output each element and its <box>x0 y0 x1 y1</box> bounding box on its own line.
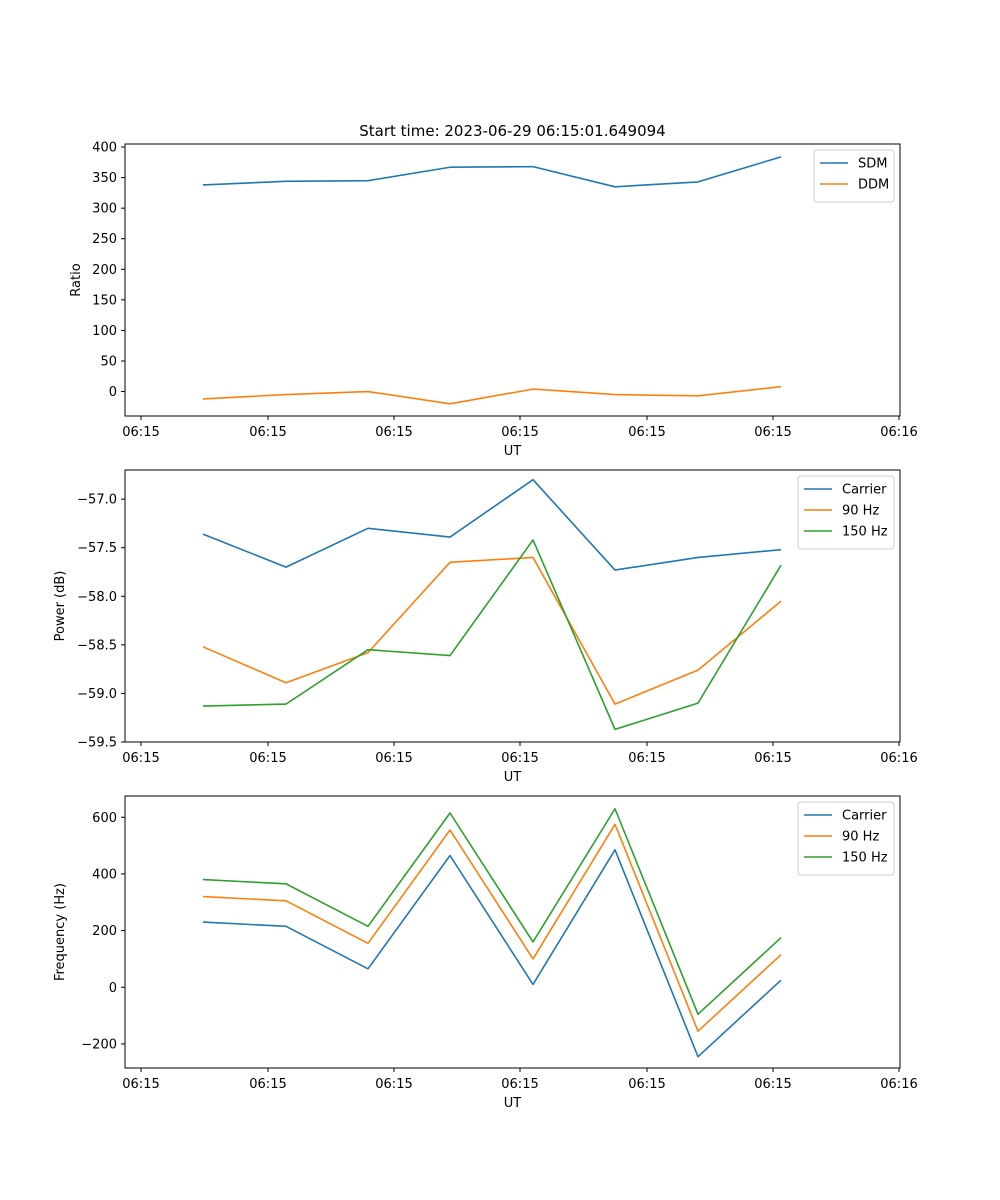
y-tick-label: 300 <box>92 202 117 217</box>
x-tick-label: 06:15 <box>628 751 665 766</box>
chart-panel: 06:15 06:15 06:15 06:15 06:15 06:15 06:16 −200 0… <box>53 795 918 1111</box>
x-tick-label: 06:15 <box>375 751 412 766</box>
axes-frame <box>124 143 901 417</box>
series-line <box>202 539 782 731</box>
x-tick-label: 06:15 <box>754 1077 791 1092</box>
y-tick-label: −57.5 <box>77 541 117 556</box>
y-tick-label: −59.0 <box>77 687 117 702</box>
x-axis-label: UT <box>504 1096 522 1111</box>
y-tick-label: −59.5 <box>77 736 117 751</box>
y-tick-label: 600 <box>92 811 117 826</box>
x-tick-label: 06:15 <box>754 751 791 766</box>
y-tick-label: 150 <box>92 293 117 308</box>
legend-label: 150 Hz <box>842 525 888 540</box>
y-tick-label: 350 <box>92 171 117 186</box>
y-tick-label: 0 <box>109 385 117 400</box>
x-tick-label: 06:16 <box>880 751 917 766</box>
y-tick-label: −58.0 <box>77 590 117 605</box>
y-tick-label: 400 <box>92 867 117 882</box>
series-line <box>202 823 782 1032</box>
chart-panel: 06:15 06:15 06:15 06:15 06:15 06:15 06:16 −59.5… <box>53 469 918 785</box>
legend-label: DDM <box>858 178 889 193</box>
x-tick-label: 06:15 <box>628 425 665 440</box>
y-tick-label: 100 <box>92 324 117 339</box>
y-tick-label: −57.0 <box>77 493 117 508</box>
x-tick-label: 06:15 <box>501 425 538 440</box>
x-tick-label: 06:15 <box>249 1077 286 1092</box>
y-tick-label: 250 <box>92 232 117 247</box>
x-tick-label: 06:15 <box>249 751 286 766</box>
x-tick-label: 06:15 <box>754 425 791 440</box>
y-tick-label: −200 <box>81 1037 117 1052</box>
series-line <box>202 478 782 571</box>
x-tick-label: 06:15 <box>628 1077 665 1092</box>
series-line <box>202 556 782 705</box>
chart-panel: 06:15 06:15 06:15 06:15 06:15 06:15 06:16 0 50 10… <box>69 141 918 459</box>
series-line <box>202 849 782 1058</box>
y-tick-label: 400 <box>92 141 117 156</box>
legend-label: 150 Hz <box>842 851 888 866</box>
legend-label: SDM <box>858 157 887 172</box>
axes-frame <box>124 795 901 1069</box>
legend: SDM DDM <box>813 149 895 203</box>
legend: Carrier 90 Hz 150 Hz <box>797 801 895 876</box>
x-tick-label: 06:15 <box>375 1077 412 1092</box>
x-tick-label: 06:16 <box>880 425 917 440</box>
x-tick-label: 06:15 <box>122 751 159 766</box>
series-line <box>202 385 782 405</box>
chart-title: Start time: 2023-06-29 06:15:01.649094 <box>359 122 665 140</box>
series-line <box>202 807 782 1015</box>
x-tick-label: 06:15 <box>122 1077 159 1092</box>
y-axis-label: Ratio <box>69 263 84 296</box>
legend-label: 90 Hz <box>842 504 879 519</box>
y-tick-label: 0 <box>109 981 117 996</box>
x-tick-label: 06:15 <box>375 425 412 440</box>
x-axis-label: UT <box>504 444 522 459</box>
y-tick-label: 200 <box>92 924 117 939</box>
x-axis-label: UT <box>504 770 522 785</box>
x-tick-label: 06:15 <box>501 751 538 766</box>
legend-label: Carrier <box>842 483 887 498</box>
y-tick-label: −58.5 <box>77 638 117 653</box>
legend: Carrier 90 Hz 150 Hz <box>797 475 895 550</box>
x-tick-label: 06:15 <box>122 425 159 440</box>
series-line <box>202 156 782 188</box>
x-tick-label: 06:15 <box>249 425 286 440</box>
y-tick-label: 200 <box>92 263 117 278</box>
y-tick-label: 50 <box>100 354 117 369</box>
legend-label: Carrier <box>842 809 887 824</box>
x-tick-label: 06:15 <box>501 1077 538 1092</box>
y-axis-label: Frequency (Hz) <box>53 883 68 981</box>
x-tick-label: 06:16 <box>880 1077 917 1092</box>
axes-frame <box>124 469 901 743</box>
y-axis-label: Power (dB) <box>53 571 68 642</box>
legend-label: 90 Hz <box>842 830 879 845</box>
